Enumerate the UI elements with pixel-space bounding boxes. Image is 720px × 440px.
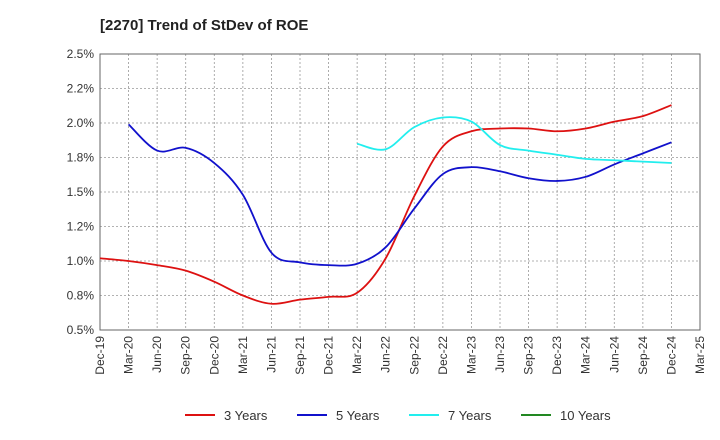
legend: 3 Years 5 Years 7 Years 10 Years [185,408,611,423]
series-line-5-years [127,123,672,267]
x-tick-label: Sep-21 [293,336,307,375]
x-tick-label: Jun-22 [379,336,393,373]
legend-label-3-years: 3 Years [224,408,268,423]
legend-label-7-years: 7 Years [448,408,492,423]
x-tick-label: Dec-20 [207,336,221,375]
x-tick-label: Mar-24 [579,336,593,374]
x-tick-label: Jun-24 [607,336,621,373]
x-tick-label: Mar-25 [693,336,707,374]
x-tick-label: Sep-23 [522,336,536,375]
series-line-7-years [356,116,672,164]
series-line-3-years [99,104,672,305]
plot-area-frame [99,53,701,331]
x-tick-label: Dec-24 [664,336,678,375]
x-tick-label: Dec-21 [322,336,336,375]
x-tick-label: Sep-24 [636,336,650,375]
y-tick-label: 0.5% [67,323,95,337]
series-lines [99,104,672,305]
x-tick-label: Sep-20 [179,336,193,375]
x-tick-label: Jun-20 [150,336,164,373]
y-axis-tick-labels: 0.5% 0.8% 1.0% 1.2% 1.5% 1.8% 2.0% 2.2% 2.5% [67,47,95,337]
x-tick-label: Mar-20 [122,336,136,374]
x-tick-label: Mar-21 [236,336,250,374]
y-tick-label: 2.0% [67,116,95,130]
chart-title: [2270] Trend of StDev of ROE [100,17,308,34]
y-tick-label: 1.8% [67,151,95,165]
x-tick-label: Jun-21 [264,336,278,373]
x-tick-label: Mar-23 [464,336,478,374]
y-tick-label: 2.5% [67,47,95,61]
x-tick-label: Mar-22 [350,336,364,374]
y-tick-label: 0.8% [67,289,95,303]
x-tick-label: Dec-19 [93,336,107,375]
y-tick-label: 1.2% [67,220,95,234]
grid-lines [99,53,701,331]
x-tick-label: Sep-22 [407,336,421,375]
legend-label-10-years: 10 Years [560,408,611,423]
x-tick-label: Dec-23 [550,336,564,375]
y-tick-label: 1.0% [67,254,95,268]
x-tick-label: Jun-23 [493,336,507,373]
legend-label-5-years: 5 Years [336,408,380,423]
x-axis-tick-labels: Dec-19 Mar-20 Jun-20 Sep-20 Dec-20 Mar-21 Jun-… [93,336,707,375]
y-tick-label: 2.2% [67,82,95,96]
x-tick-label: Dec-22 [436,336,450,375]
y-tick-label: 1.5% [67,185,95,199]
